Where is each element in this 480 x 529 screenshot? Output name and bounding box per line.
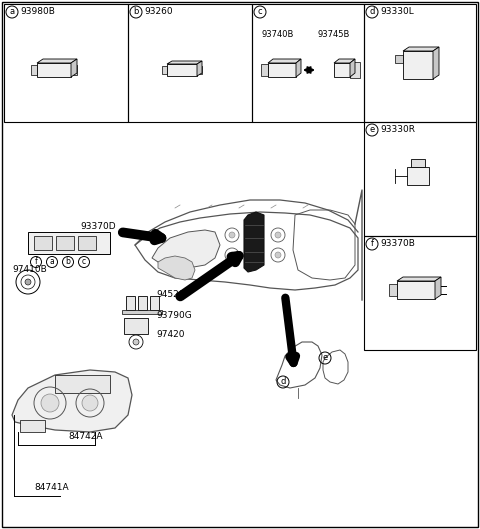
Polygon shape [397,281,435,299]
Polygon shape [37,59,77,63]
Polygon shape [31,65,37,75]
Bar [364,4,476,122]
Bar [56,236,74,250]
Polygon shape [395,55,403,63]
Polygon shape [268,59,301,63]
Text: 97420: 97420 [156,330,184,339]
Bar [124,318,148,334]
Circle shape [275,252,281,258]
Circle shape [82,395,98,411]
Polygon shape [433,47,439,79]
Bar [406,66,430,76]
Bar [138,296,147,310]
Bar [411,159,425,167]
Polygon shape [158,256,195,280]
Bar [55,375,110,393]
Text: 93370D: 93370D [80,222,116,231]
Bar [252,4,364,122]
Bar [34,236,52,250]
Polygon shape [71,65,77,75]
Polygon shape [162,66,167,74]
Text: a: a [10,7,14,16]
Circle shape [25,279,31,285]
Text: a: a [49,258,54,267]
Polygon shape [403,47,439,51]
Bar [271,66,293,74]
Bar [20,420,45,432]
Text: f: f [35,258,37,267]
Text: b: b [133,7,139,16]
Circle shape [229,232,235,238]
Circle shape [30,241,34,245]
Text: 93260: 93260 [144,7,173,16]
Bar [42,66,66,74]
Bar [128,4,252,122]
Circle shape [41,394,59,412]
Bar [150,296,159,310]
Bar [4,4,128,122]
Text: c: c [258,7,262,16]
Polygon shape [350,59,355,77]
Text: 93330L: 93330L [380,7,414,16]
Polygon shape [71,59,77,77]
Polygon shape [261,64,268,76]
Polygon shape [152,230,220,268]
Bar [364,122,476,236]
Bar [171,67,193,73]
Polygon shape [435,277,441,299]
Polygon shape [12,370,132,432]
Text: 93740B: 93740B [262,30,294,39]
Text: 93980B: 93980B [20,7,55,16]
Circle shape [275,232,281,238]
Polygon shape [244,212,264,272]
Text: 84741A: 84741A [34,483,69,492]
Text: c: c [82,258,86,267]
Polygon shape [197,61,202,76]
Text: 93745B: 93745B [318,30,350,39]
Text: b: b [66,258,71,267]
Polygon shape [350,62,360,78]
Bar [407,167,429,185]
Text: d: d [280,378,286,387]
Text: 93370B: 93370B [380,239,415,248]
Polygon shape [37,63,71,77]
Polygon shape [268,63,296,77]
Polygon shape [334,63,350,77]
Polygon shape [389,284,397,296]
Text: 93790G: 93790G [156,311,192,320]
Polygon shape [403,51,433,79]
Circle shape [102,241,106,245]
Text: e: e [323,353,328,362]
Polygon shape [397,277,441,281]
Polygon shape [334,59,355,63]
Circle shape [229,252,235,258]
Circle shape [133,339,139,345]
Polygon shape [167,61,202,64]
Polygon shape [197,66,202,74]
Text: 97410B: 97410B [12,265,47,274]
Text: e: e [370,125,374,134]
Polygon shape [167,64,197,76]
Text: 84742A: 84742A [68,432,103,441]
Bar [78,236,96,250]
Polygon shape [296,59,301,77]
Bar [126,296,135,310]
Text: f: f [371,240,373,249]
Bar [406,54,430,64]
Text: 93330R: 93330R [380,125,415,134]
Text: 94520: 94520 [156,290,184,299]
Bar [28,232,110,254]
Text: d: d [369,7,375,16]
Bar [364,236,476,350]
Bar [122,310,162,314]
